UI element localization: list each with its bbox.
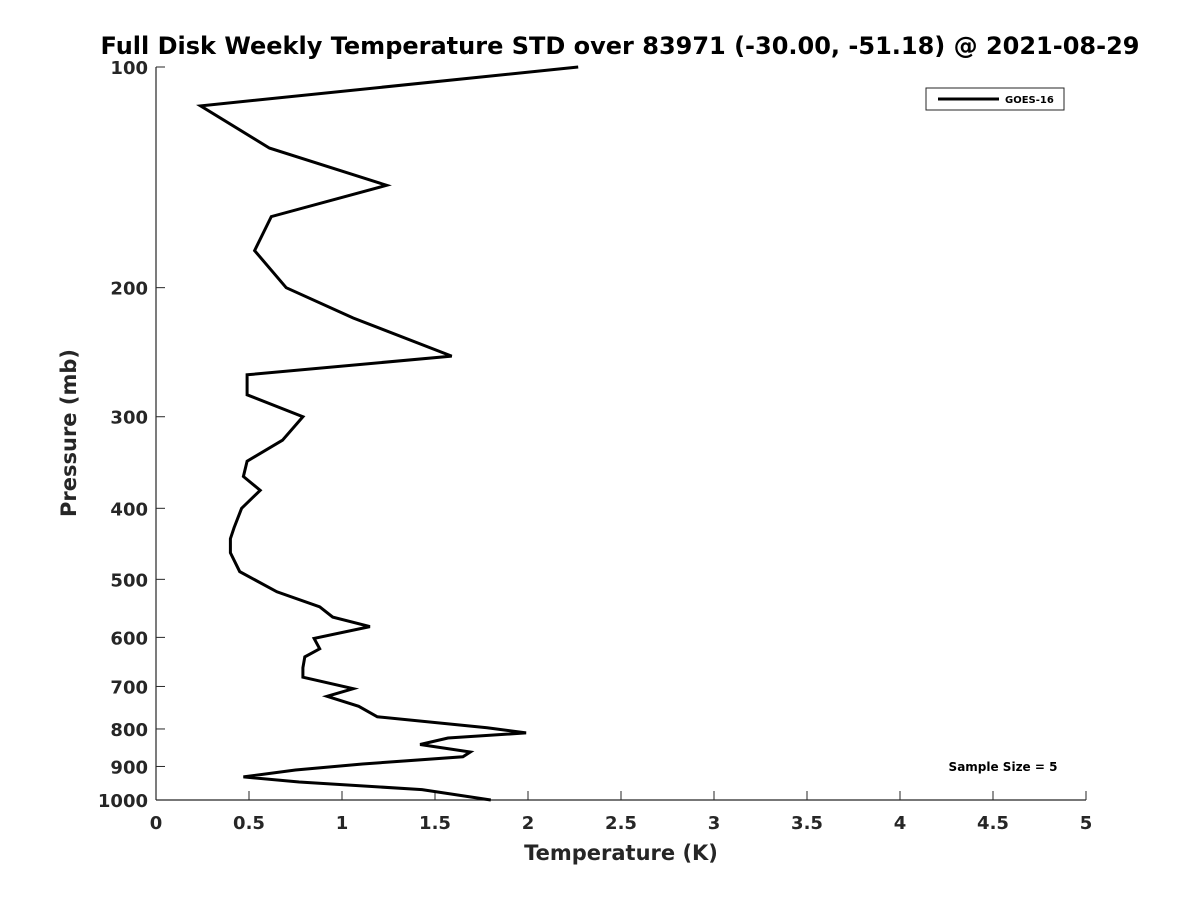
x-tick-label: 5 <box>1080 813 1093 834</box>
x-tick-label: 3.5 <box>791 813 823 834</box>
x-tick-label: 4 <box>894 813 907 834</box>
y-tick-label: 1000 <box>98 791 148 812</box>
sample-size-annotation: Sample Size = 5 <box>949 760 1058 774</box>
y-tick-label: 300 <box>110 408 148 429</box>
x-tick-label: 2.5 <box>605 813 637 834</box>
y-tick-label: 500 <box>110 570 148 591</box>
x-ticks: 0 0.5 1 1.5 2 2.5 3 3.5 4 4.5 5 <box>150 791 1093 834</box>
y-tick-label: 800 <box>110 720 148 741</box>
y-tick-label: 400 <box>110 499 148 520</box>
y-ticks: 100 200 300 400 500 600 700 800 900 1000 <box>98 58 165 812</box>
x-tick-label: 3 <box>708 813 721 834</box>
x-tick-label: 0 <box>150 813 163 834</box>
y-tick-label: 100 <box>110 58 148 79</box>
plot-frame <box>155 67 1086 801</box>
y-tick-label: 700 <box>110 677 148 698</box>
x-tick-label: 1 <box>336 813 349 834</box>
legend-entry-goes-16: GOES-16 <box>1005 95 1054 106</box>
x-tick-label: 2 <box>522 813 535 834</box>
y-axis-label: Pressure (mb) <box>57 349 81 517</box>
y-tick-label: 900 <box>110 757 148 778</box>
x-tick-label: 4.5 <box>977 813 1009 834</box>
y-tick-label: 200 <box>110 279 148 300</box>
x-tick-label: 1.5 <box>419 813 451 834</box>
y-tick-label: 600 <box>110 628 148 649</box>
x-axis-label: Temperature (K) <box>524 841 718 865</box>
series-line-goes-16 <box>196 65 579 802</box>
legend: GOES-16 <box>925 87 1065 111</box>
chart-title: Full Disk Weekly Temperature STD over 83… <box>101 32 1140 60</box>
x-tick-label: 0.5 <box>233 813 265 834</box>
